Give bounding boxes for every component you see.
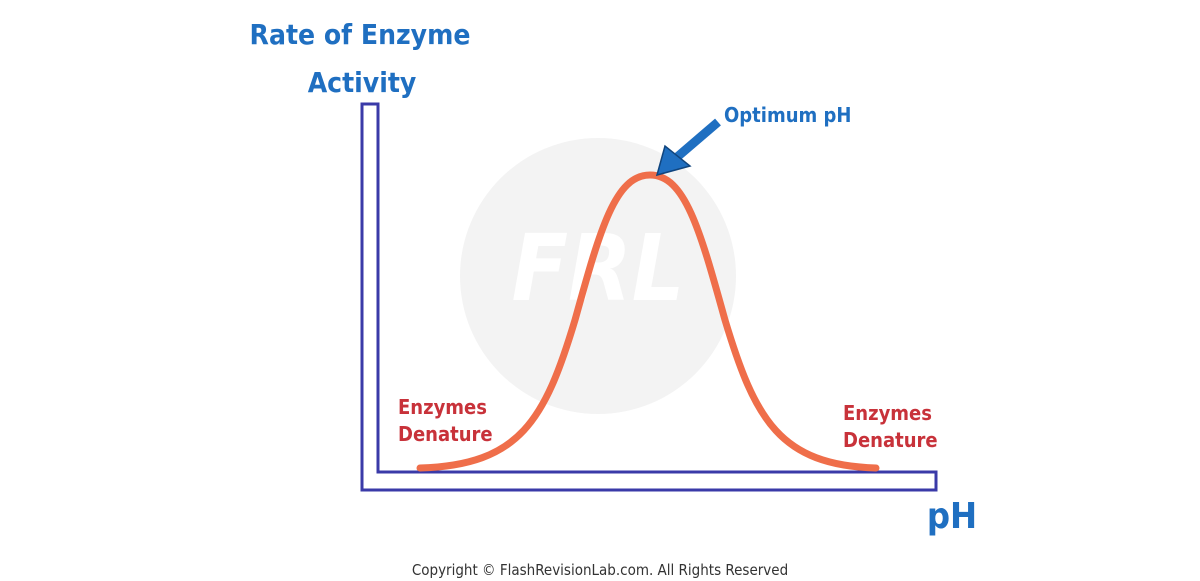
x-axis-label: pH [927,496,977,537]
footer: Copyright © FlashRevisionLab.com. All Ri… [412,561,788,579]
axes [360,102,938,492]
peak-annotation: Optimum pH [724,103,851,127]
watermark: FRL [511,215,684,322]
left-annotation: Denature [398,422,493,446]
watermark-circle [460,138,736,414]
right-annotation: Denature [843,428,938,452]
right-annotation: Enzymes [843,401,932,425]
y-axis-label: Rate of Enzyme [250,18,471,51]
y-axis-label: Activity [308,66,417,99]
activity-curve [416,171,880,472]
arrow [655,118,721,177]
left-annotation: Enzymes [398,395,487,419]
arrow-shaft [673,118,721,162]
arrow-head [655,144,692,177]
